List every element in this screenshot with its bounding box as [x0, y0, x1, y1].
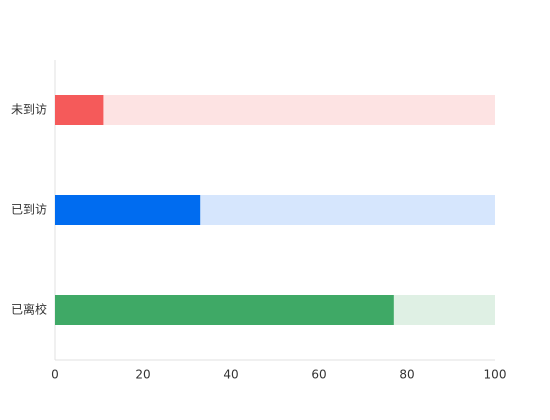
- bar: [55, 195, 201, 225]
- x-tick-label: 100: [484, 368, 507, 382]
- x-tick-label: 0: [51, 368, 59, 382]
- bar-track: [55, 95, 495, 125]
- y-tick-label: 未到访: [11, 103, 47, 117]
- bar: [55, 295, 394, 325]
- x-tick-label: 80: [399, 368, 414, 382]
- y-tick-label: 已到访: [11, 203, 47, 217]
- bar: [55, 95, 104, 125]
- y-tick-label: 已离校: [11, 302, 47, 317]
- x-tick-label: 60: [311, 368, 326, 382]
- x-tick-label: 40: [223, 368, 238, 382]
- x-tick-label: 20: [135, 368, 150, 382]
